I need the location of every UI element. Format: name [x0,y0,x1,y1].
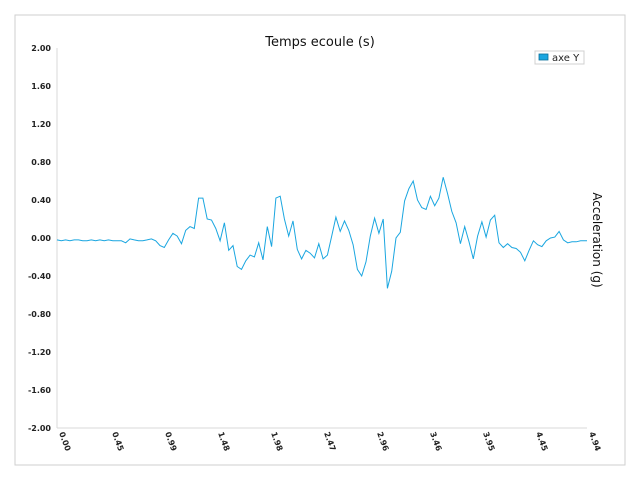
y-tick-label: 1.60 [31,82,51,91]
y-tick-group: 2.00 1.60 1.20 0.80 0.40 0.00 -0.40 -0.80 -1.20 -… [28,44,51,433]
y-axis-label: Acceleration (g) [590,192,604,287]
y-tick-label: -0.40 [28,272,51,281]
legend-swatch [538,53,549,61]
y-tick-label: -1.60 [28,386,51,395]
y-tick-label: 1.20 [31,120,51,129]
legend: axe Y [534,50,585,65]
y-tick-label: 0.00 [31,234,51,243]
chart-title: Temps ecoule (s) [264,35,375,50]
y-tick-label: 2.00 [31,44,51,53]
series-line-0 [56,177,587,289]
y-tick-label: 0.40 [31,196,51,205]
y-tick-label: 0.80 [31,158,51,167]
series-layer [56,177,587,289]
y-tick-label: -1.20 [28,348,51,357]
y-tick-label: -2.00 [28,424,51,433]
legend-label: axe Y [552,53,580,64]
chart-panel [14,14,626,466]
y-tick-label: -0.80 [28,310,51,319]
